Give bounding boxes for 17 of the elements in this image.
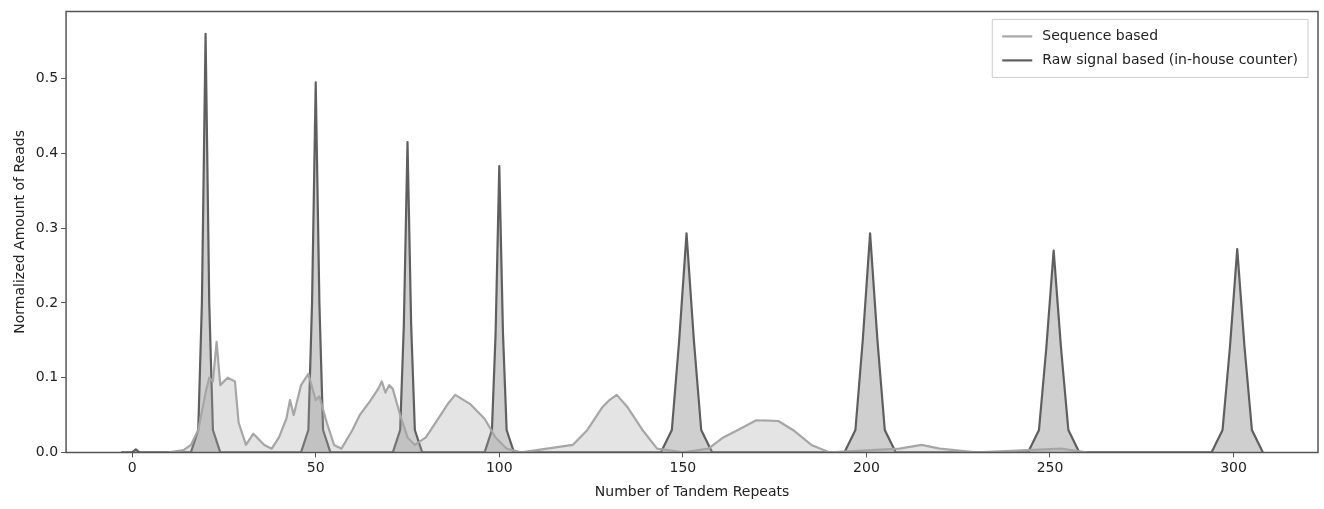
x-tick-label: 150	[669, 459, 697, 476]
x-tick-label: 100	[485, 459, 513, 476]
x-tick-label: 50	[306, 459, 325, 476]
y-tick-label: 0.3	[35, 218, 59, 235]
y-tick-label: 0.1	[35, 368, 59, 385]
y-axis-title: Normalized Amount of Reads	[11, 130, 28, 334]
legend-label: Raw signal based (in-house counter)	[1042, 51, 1298, 68]
y-tick-label: 0.0	[35, 443, 59, 460]
y-tick-label: 0.5	[35, 69, 59, 86]
x-tick-label: 0	[127, 459, 137, 476]
y-tick-label: 0.2	[35, 293, 59, 310]
x-tick-label: 300	[1220, 459, 1247, 476]
y-tick-label: 0.4	[35, 144, 59, 161]
x-tick-label: 200	[853, 459, 880, 476]
legend-label: Sequence based	[1042, 27, 1159, 44]
x-axis-title: Number of Tandem Repeats	[594, 483, 790, 500]
x-tick-label: 250	[1036, 459, 1064, 476]
